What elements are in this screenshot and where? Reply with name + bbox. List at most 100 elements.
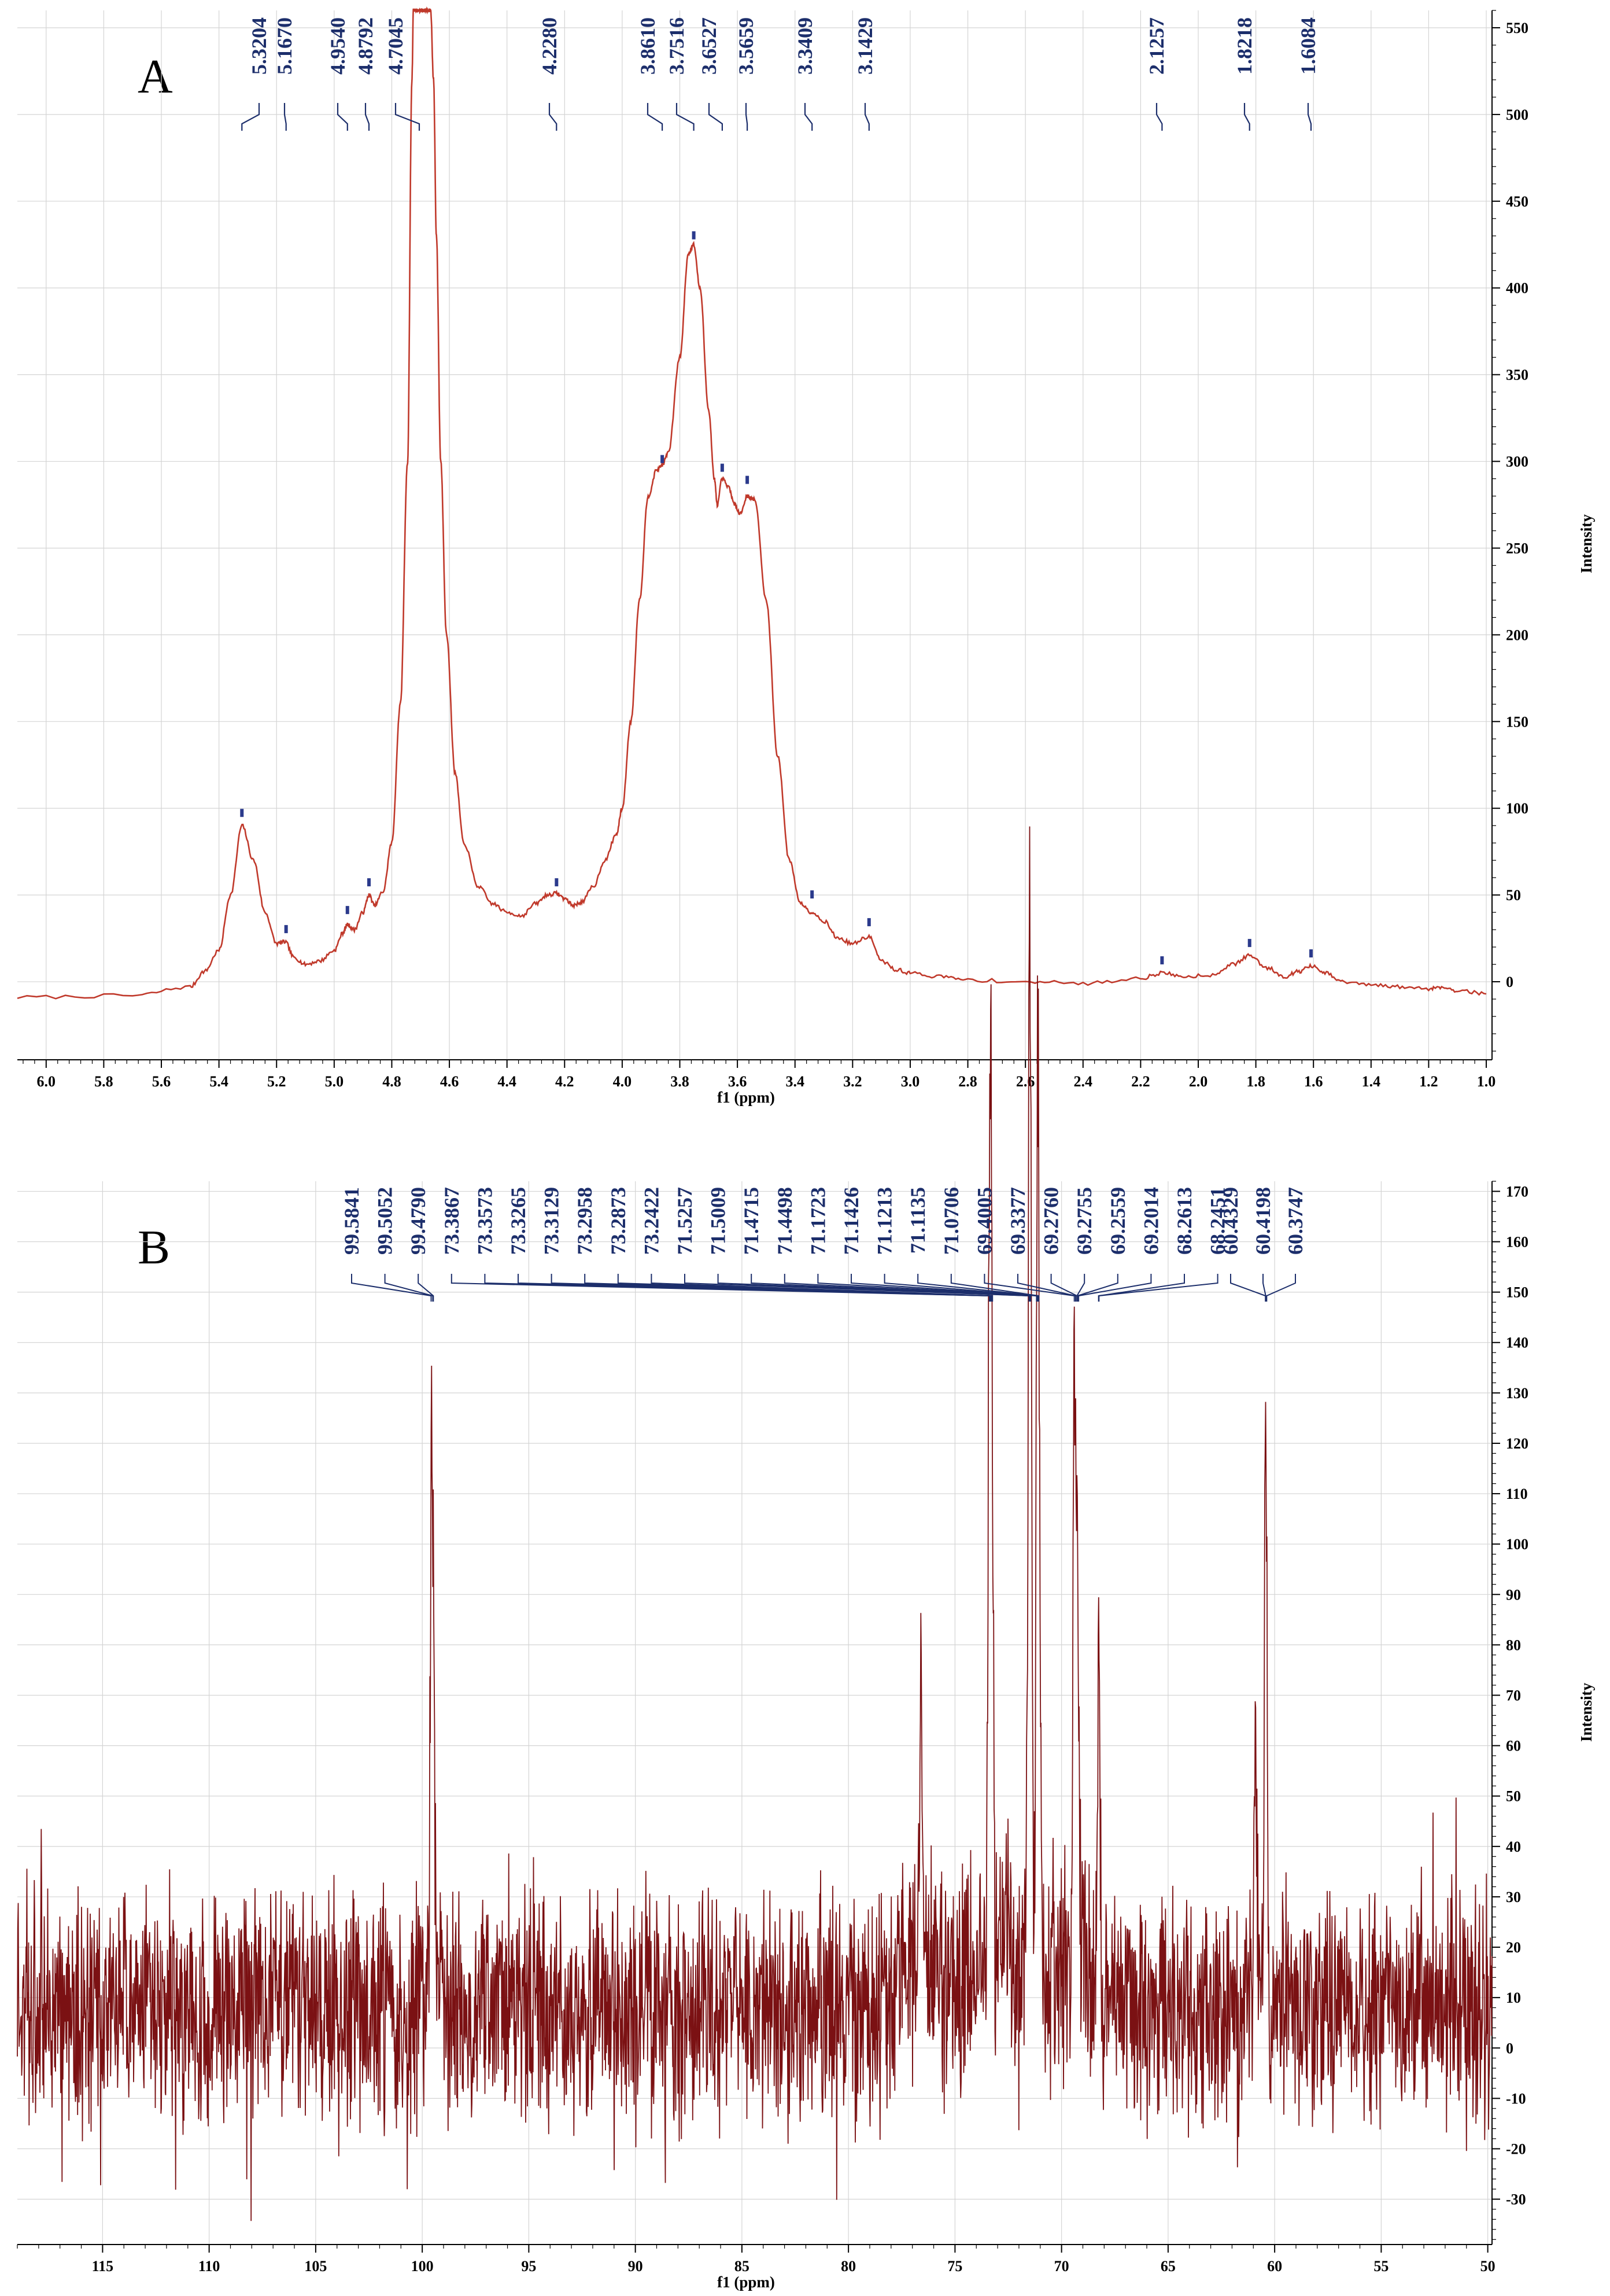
peak-label: 99.5841 <box>340 1187 363 1255</box>
x-tick-label: 3.0 <box>901 1073 920 1090</box>
peak-label: 5.1670 <box>273 17 296 75</box>
peak-label-connector <box>675 103 695 131</box>
peak-label: 3.1429 <box>854 17 877 75</box>
peak-label: 4.7045 <box>384 17 407 75</box>
panel-a-x-axis-label: f1 (ppm) <box>717 1089 775 1106</box>
peak-label-connector <box>817 1274 1037 1302</box>
panel-b-x-axis-label: f1 (ppm) <box>717 2273 775 2291</box>
peak-marker <box>1160 956 1164 965</box>
y-tick-label: 140 <box>1506 1335 1528 1351</box>
peak-marker <box>240 809 244 817</box>
x-tick-label: 105 <box>304 2258 327 2275</box>
x-tick-label: 3.4 <box>785 1073 804 1090</box>
peak-label-connector <box>394 103 420 131</box>
x-tick-label: 6.0 <box>37 1073 56 1090</box>
peak-label-connector <box>418 1274 434 1302</box>
panel-b-grid <box>17 1181 1492 2245</box>
peak-label-connector <box>984 1274 1075 1302</box>
peak-label: 71.0706 <box>940 1187 963 1255</box>
peak-label-connector <box>1243 103 1250 131</box>
y-tick-label: 300 <box>1506 454 1528 470</box>
y-tick-label: 100 <box>1506 800 1528 817</box>
peak-marker <box>284 925 288 934</box>
peak-label: 4.9540 <box>326 17 349 75</box>
peak-label-connector <box>950 1274 1040 1302</box>
peak-label-connector <box>647 103 663 131</box>
peak-label: 71.5009 <box>707 1187 730 1255</box>
x-tick-label: 5.4 <box>209 1073 228 1090</box>
x-tick-label: 70 <box>1054 2258 1069 2275</box>
y-tick-label: 120 <box>1506 1435 1528 1452</box>
x-tick-label: 3.8 <box>670 1073 689 1090</box>
peak-label: 69.4005 <box>973 1187 996 1255</box>
y-tick-label: 10 <box>1506 1989 1521 2006</box>
panel-b-letter: B <box>138 1221 170 1274</box>
peak-label-connector <box>617 1274 992 1302</box>
panel-a-letter: A <box>138 50 173 104</box>
peak-label: 1.6084 <box>1297 17 1320 75</box>
y-tick-label: 160 <box>1506 1234 1528 1251</box>
peak-label: 68.2451 <box>1206 1187 1229 1255</box>
peak-label-connector <box>337 103 348 131</box>
peak-label: 99.4790 <box>407 1187 430 1255</box>
panel-a-peak-labels: 5.3204 5.1670 4.9540 4.8792 4.7045 4.2280 3.86… <box>240 17 1320 965</box>
x-tick-label: 110 <box>198 2258 220 2275</box>
x-tick-label: 95 <box>521 2258 536 2275</box>
peak-label: 73.2873 <box>607 1187 630 1255</box>
y-tick-label: 70 <box>1506 1687 1521 1704</box>
x-tick-label: 55 <box>1373 2258 1389 2275</box>
panel-b-y-ticks: 1701601501401301201101009080706050403020… <box>1492 1181 1528 2240</box>
peak-label-connector <box>651 1274 994 1302</box>
x-tick-label: 4.6 <box>440 1073 459 1090</box>
x-tick-label: 4.8 <box>382 1073 401 1090</box>
x-tick-label: 80 <box>841 2258 856 2275</box>
peak-label-connector <box>241 103 260 131</box>
y-tick-label: 150 <box>1506 1284 1528 1301</box>
peak-label-connector <box>1078 1274 1152 1302</box>
y-tick-label: 150 <box>1506 713 1528 730</box>
panel-b-peak-labels: 99.5841 99.5052 99.4790 73.3867 73.3573 73.32… <box>340 1187 1307 1302</box>
x-tick-label: 5.6 <box>152 1073 171 1090</box>
peak-marker <box>745 476 749 484</box>
y-tick-label: 250 <box>1506 540 1528 557</box>
peak-marker <box>867 918 871 927</box>
peak-label: 73.3573 <box>473 1187 496 1255</box>
panel-a-y-axis-label: Intensity <box>1578 514 1595 573</box>
x-tick-label: 1.4 <box>1362 1073 1381 1090</box>
peak-label: 69.2755 <box>1073 1187 1096 1255</box>
x-tick-label: 5.2 <box>267 1073 286 1090</box>
peak-label: 71.4498 <box>773 1187 796 1255</box>
peak-label: 5.3204 <box>248 17 271 75</box>
peak-label-connector <box>745 103 748 131</box>
x-tick-label: 1.0 <box>1477 1073 1496 1090</box>
y-tick-label: 40 <box>1506 1838 1521 1855</box>
peak-label: 3.3409 <box>793 17 817 75</box>
peak-label-connector <box>804 103 813 131</box>
x-tick-label: 3.2 <box>843 1073 862 1090</box>
peak-label-connector <box>708 103 723 131</box>
peak-label: 73.3265 <box>507 1187 530 1255</box>
peak-label-connector <box>283 103 287 131</box>
x-tick-label: 1.8 <box>1246 1073 1265 1090</box>
peak-label: 71.5257 <box>673 1187 696 1255</box>
x-tick-label: 60 <box>1267 2258 1282 2275</box>
peak-label: 3.8610 <box>636 17 659 75</box>
peak-marker <box>660 455 664 463</box>
peak-label: 73.3129 <box>540 1187 563 1255</box>
x-tick-label: 65 <box>1161 2258 1176 2275</box>
peak-label: 4.8792 <box>354 17 377 75</box>
panel-b-frame <box>17 1181 1493 2245</box>
peak-label: 60.4329 <box>1219 1187 1242 1255</box>
x-tick-label: 5.8 <box>94 1073 113 1090</box>
peak-marker <box>810 890 814 899</box>
x-tick-label: 75 <box>947 2258 962 2275</box>
panel-b-chart: B 17016015014013012011010090807060504030… <box>17 826 1595 2291</box>
y-tick-label: 30 <box>1506 1889 1521 1906</box>
x-tick-label: 115 <box>92 2258 114 2275</box>
peak-marker <box>720 463 724 472</box>
peak-label-connector <box>1077 1274 1118 1302</box>
y-tick-label: 20 <box>1506 1939 1521 1956</box>
y-tick-label: 500 <box>1506 106 1528 123</box>
